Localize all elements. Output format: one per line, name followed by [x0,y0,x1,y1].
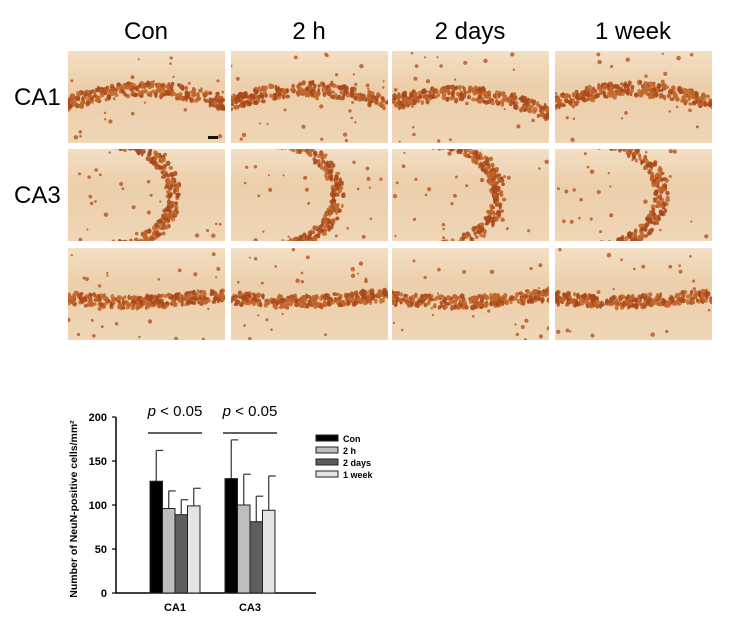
y-tick-label: 0 [101,588,107,600]
bar-ca3-2-days [249,521,263,594]
y-axis-label: Number of NeuN-positive cells/mm² [68,420,80,598]
bar-ca1-2-days [174,514,188,594]
micrograph-ca1-4 [555,51,712,143]
y-tick-label: 150 [89,456,107,468]
micrograph-ca3-4 [555,149,712,241]
micrograph-ca3-1 [68,149,225,241]
micrograph-dg-3 [392,248,549,340]
column-header-2days: 2 days [434,18,506,45]
y-tick-label: 100 [89,500,107,512]
legend-label: Con [343,434,361,444]
bar-chart: 0 50 100 150 200 Number of NeuN-positive cell… [68,403,374,614]
micrograph-ca3-3 [392,149,549,241]
legend-swatch [315,458,339,466]
bar-ca3-1-week [262,509,276,594]
legend-swatch [315,434,339,442]
micrograph-ca1-2 [231,51,388,143]
bar-ca3-con [224,478,238,594]
micrograph-ca1-1 [68,51,225,143]
row-label-ca3: CA3 [14,182,61,209]
scale-bar [208,136,218,139]
x-tick-label: CA3 [239,602,261,614]
micrograph-dg-1 [68,248,225,340]
bar-ca1-con [149,480,163,594]
bar-ca3-2-h [237,504,251,594]
x-tick-label: CA1 [164,602,186,614]
legend-label: 2 days [343,458,371,468]
micrograph-dg-2 [231,248,388,340]
y-tick-label: 50 [95,544,107,556]
column-header-con: Con [123,18,169,45]
bar-ca1-2-h [162,508,176,594]
column-header-1week: 1 week [594,18,672,45]
significance-label: p < 0.05 [222,403,278,420]
legend-swatch [315,470,339,478]
bar-ca1-1-week [187,505,201,594]
micrograph-dg-4 [555,248,712,340]
legend-swatch [315,446,339,454]
micrograph-ca1-3 [392,51,549,143]
legend-label: 2 h [343,446,356,456]
micrograph-ca3-2 [231,149,388,241]
row-label-ca1: CA1 [14,84,61,111]
y-tick-label: 200 [89,412,107,424]
legend-label: 1 week [343,470,374,480]
column-header-2h: 2 h [292,18,326,45]
significance-label: p < 0.05 [147,403,203,420]
